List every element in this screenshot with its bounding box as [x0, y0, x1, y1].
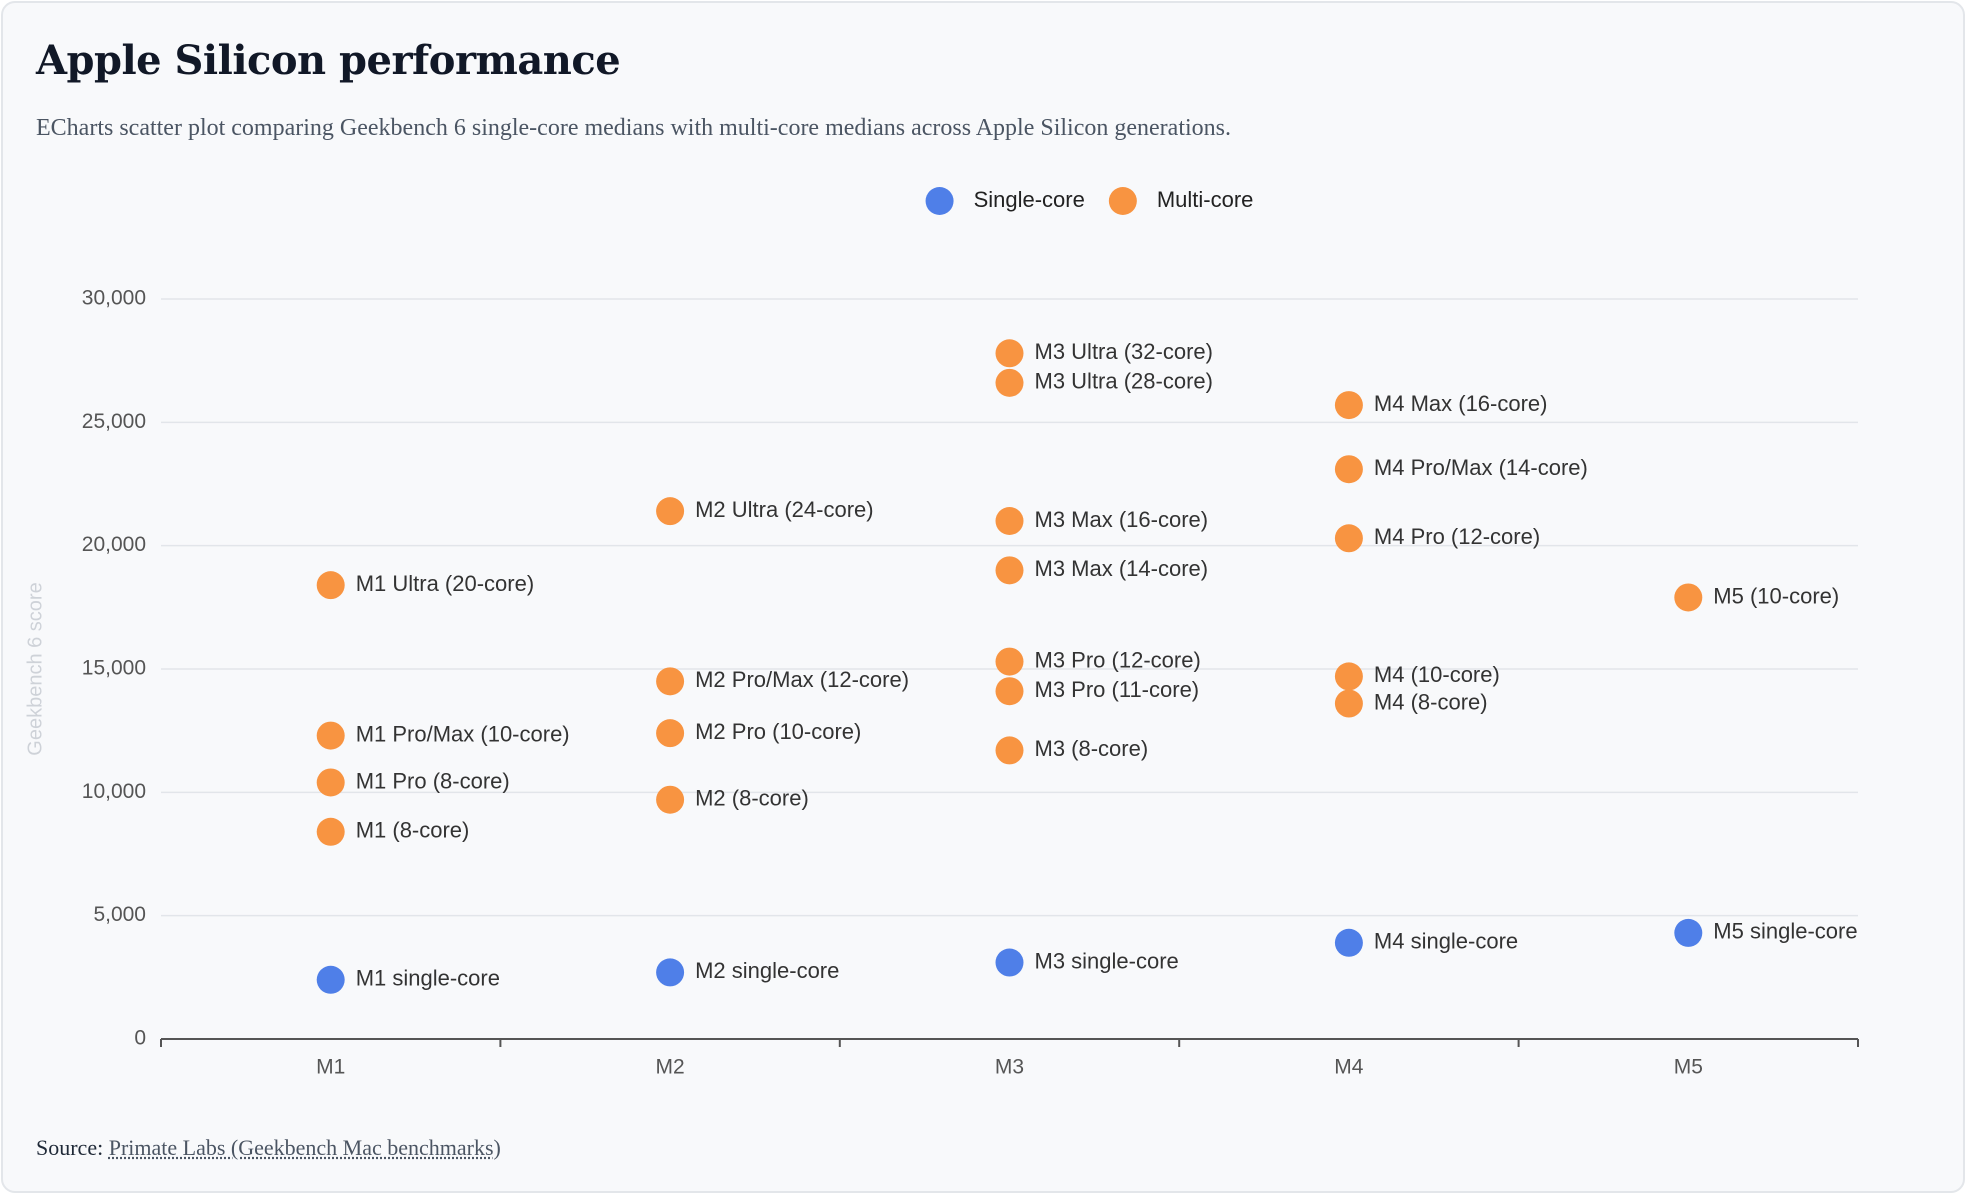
source-link[interactable]: Primate Labs (Geekbench Mac benchmarks): [108, 1135, 501, 1160]
point-label: M3 (8-core): [1035, 736, 1149, 761]
source: Source: Primate Labs (Geekbench Mac benc…: [36, 1135, 501, 1161]
point: [316, 817, 345, 846]
point: [995, 948, 1024, 977]
point-label: M2 Pro (10-core): [695, 719, 861, 744]
x-tick-label: M5: [1674, 1056, 1703, 1079]
point-label: M4 (8-core): [1374, 689, 1488, 714]
point-label: M5 single-core: [1713, 919, 1857, 944]
point: [1674, 918, 1703, 947]
point-label: M3 Max (16-core): [1035, 507, 1209, 532]
point: [656, 497, 685, 526]
point-label: M3 single-core: [1035, 948, 1179, 973]
point-label: M4 Pro (12-core): [1374, 524, 1540, 549]
point: [1334, 524, 1363, 553]
point-label: M1 (8-core): [356, 818, 470, 843]
point-label: M1 single-core: [356, 966, 500, 991]
point-label: M3 Ultra (28-core): [1035, 369, 1213, 394]
point: [995, 556, 1024, 585]
source-prefix: Source:: [36, 1135, 104, 1160]
y-tick-label: 5,000: [93, 903, 146, 926]
x-tick-label: M2: [656, 1056, 685, 1079]
point-label: M3 Max (14-core): [1035, 556, 1209, 581]
point: [656, 958, 685, 987]
point: [995, 736, 1024, 765]
y-tick-label: 25,000: [82, 410, 146, 433]
y-tick-label: 20,000: [82, 533, 146, 556]
point: [1334, 928, 1363, 957]
point-label: M2 single-core: [695, 958, 839, 983]
point-label: M5 (10-core): [1713, 583, 1839, 608]
point-label: M4 Pro/Max (14-core): [1374, 455, 1588, 480]
point-label: M4 single-core: [1374, 929, 1518, 954]
y-tick-label: 30,000: [82, 287, 146, 310]
y-tick-label: 0: [134, 1027, 146, 1050]
point: [656, 785, 685, 814]
point-label: M4 (10-core): [1374, 662, 1500, 687]
point-label: M4 Max (16-core): [1374, 391, 1548, 416]
point: [316, 965, 345, 994]
point: [995, 368, 1024, 397]
point: [995, 647, 1024, 676]
x-tick-label: M3: [995, 1056, 1024, 1079]
point: [995, 507, 1024, 535]
legend-label: Single-core: [974, 187, 1085, 212]
point-label: M3 Ultra (32-core): [1035, 339, 1213, 364]
point: [316, 721, 345, 750]
point: [656, 667, 685, 696]
point-label: M2 Pro/Max (12-core): [695, 667, 909, 692]
legend-marker: [925, 187, 954, 215]
y-axis-label: Geekbench 6 score: [24, 582, 46, 755]
point: [1334, 662, 1363, 691]
point-label: M1 Pro (8-core): [356, 768, 510, 793]
chart-subtitle: ECharts scatter plot comparing Geekbench…: [36, 115, 1231, 141]
x-tick-label: M4: [1334, 1056, 1363, 1079]
point: [995, 677, 1024, 706]
point-label: M3 Pro (11-core): [1035, 677, 1200, 702]
point: [316, 768, 345, 797]
point-label: M2 Ultra (24-core): [695, 497, 873, 522]
point: [1674, 583, 1703, 612]
legend-marker: [1108, 187, 1137, 215]
legend-label: Multi-core: [1157, 187, 1254, 212]
x-tick-label: M1: [316, 1056, 345, 1079]
point: [1334, 689, 1363, 718]
point-label: M2 (8-core): [695, 786, 809, 811]
point: [1334, 391, 1363, 420]
point: [316, 571, 345, 600]
point-label: M1 Pro/Max (10-core): [356, 721, 570, 746]
point: [995, 339, 1024, 368]
point: [656, 719, 685, 748]
point-label: M1 Ultra (20-core): [356, 571, 534, 596]
point-label: M3 Pro (12-core): [1035, 647, 1201, 672]
y-tick-label: 10,000: [82, 780, 146, 803]
chart-title: Apple Silicon performance: [36, 37, 621, 84]
y-tick-label: 15,000: [82, 657, 146, 680]
point: [1334, 455, 1363, 484]
